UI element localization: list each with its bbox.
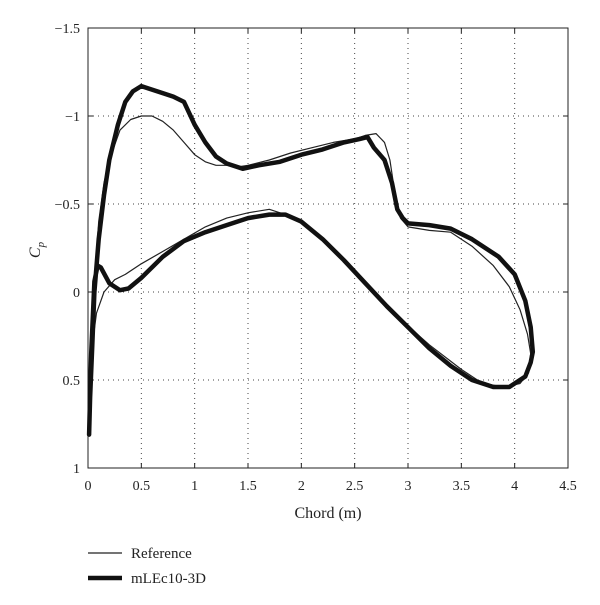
y-axis-label-sub: p bbox=[35, 241, 47, 248]
legend-label-reference: Reference bbox=[131, 546, 192, 562]
x-tick-label: 3.5 bbox=[453, 479, 471, 494]
y-tick-label: −1 bbox=[65, 110, 80, 125]
x-ticks: 0 0.5 1 1.5 2 2.5 3 3.5 4 4.5 bbox=[85, 28, 577, 494]
x-tick-label: 0 bbox=[85, 479, 92, 494]
legend-label-mlec10-3d: mLEc10-3D bbox=[131, 571, 206, 587]
series-line-mlec10-3d bbox=[86, 83, 536, 437]
y-tick-label: −1.5 bbox=[55, 22, 80, 37]
x-axis-label: Chord (m) bbox=[294, 505, 361, 522]
y-ticks: −1.5 −1 −0.5 0 0.5 1 bbox=[55, 22, 568, 477]
series-layer bbox=[86, 83, 536, 437]
y-tick-label: 1 bbox=[73, 462, 80, 477]
x-tick-label: 3 bbox=[405, 479, 412, 494]
plot-frame bbox=[87, 27, 569, 469]
x-tick-label: 2 bbox=[298, 479, 305, 494]
y-tick-label: −0.5 bbox=[55, 198, 80, 213]
y-tick-label: 0 bbox=[73, 286, 80, 301]
series-line-reference bbox=[89, 115, 532, 388]
x-tick-label: 4.5 bbox=[559, 479, 577, 494]
grid bbox=[88, 28, 568, 468]
legend: Reference mLEc10-3D bbox=[88, 546, 206, 587]
y-axis-label-main: C bbox=[27, 247, 44, 258]
x-tick-label: 4 bbox=[511, 479, 518, 494]
x-tick-label: 1 bbox=[191, 479, 198, 494]
x-tick-label: 0.5 bbox=[133, 479, 151, 494]
x-tick-label: 2.5 bbox=[346, 479, 364, 494]
y-axis-label-group: Cp bbox=[27, 241, 47, 258]
x-tick-label: 1.5 bbox=[239, 479, 257, 494]
y-tick-label: 0.5 bbox=[63, 374, 81, 389]
y-axis-label: Cp bbox=[27, 241, 47, 258]
